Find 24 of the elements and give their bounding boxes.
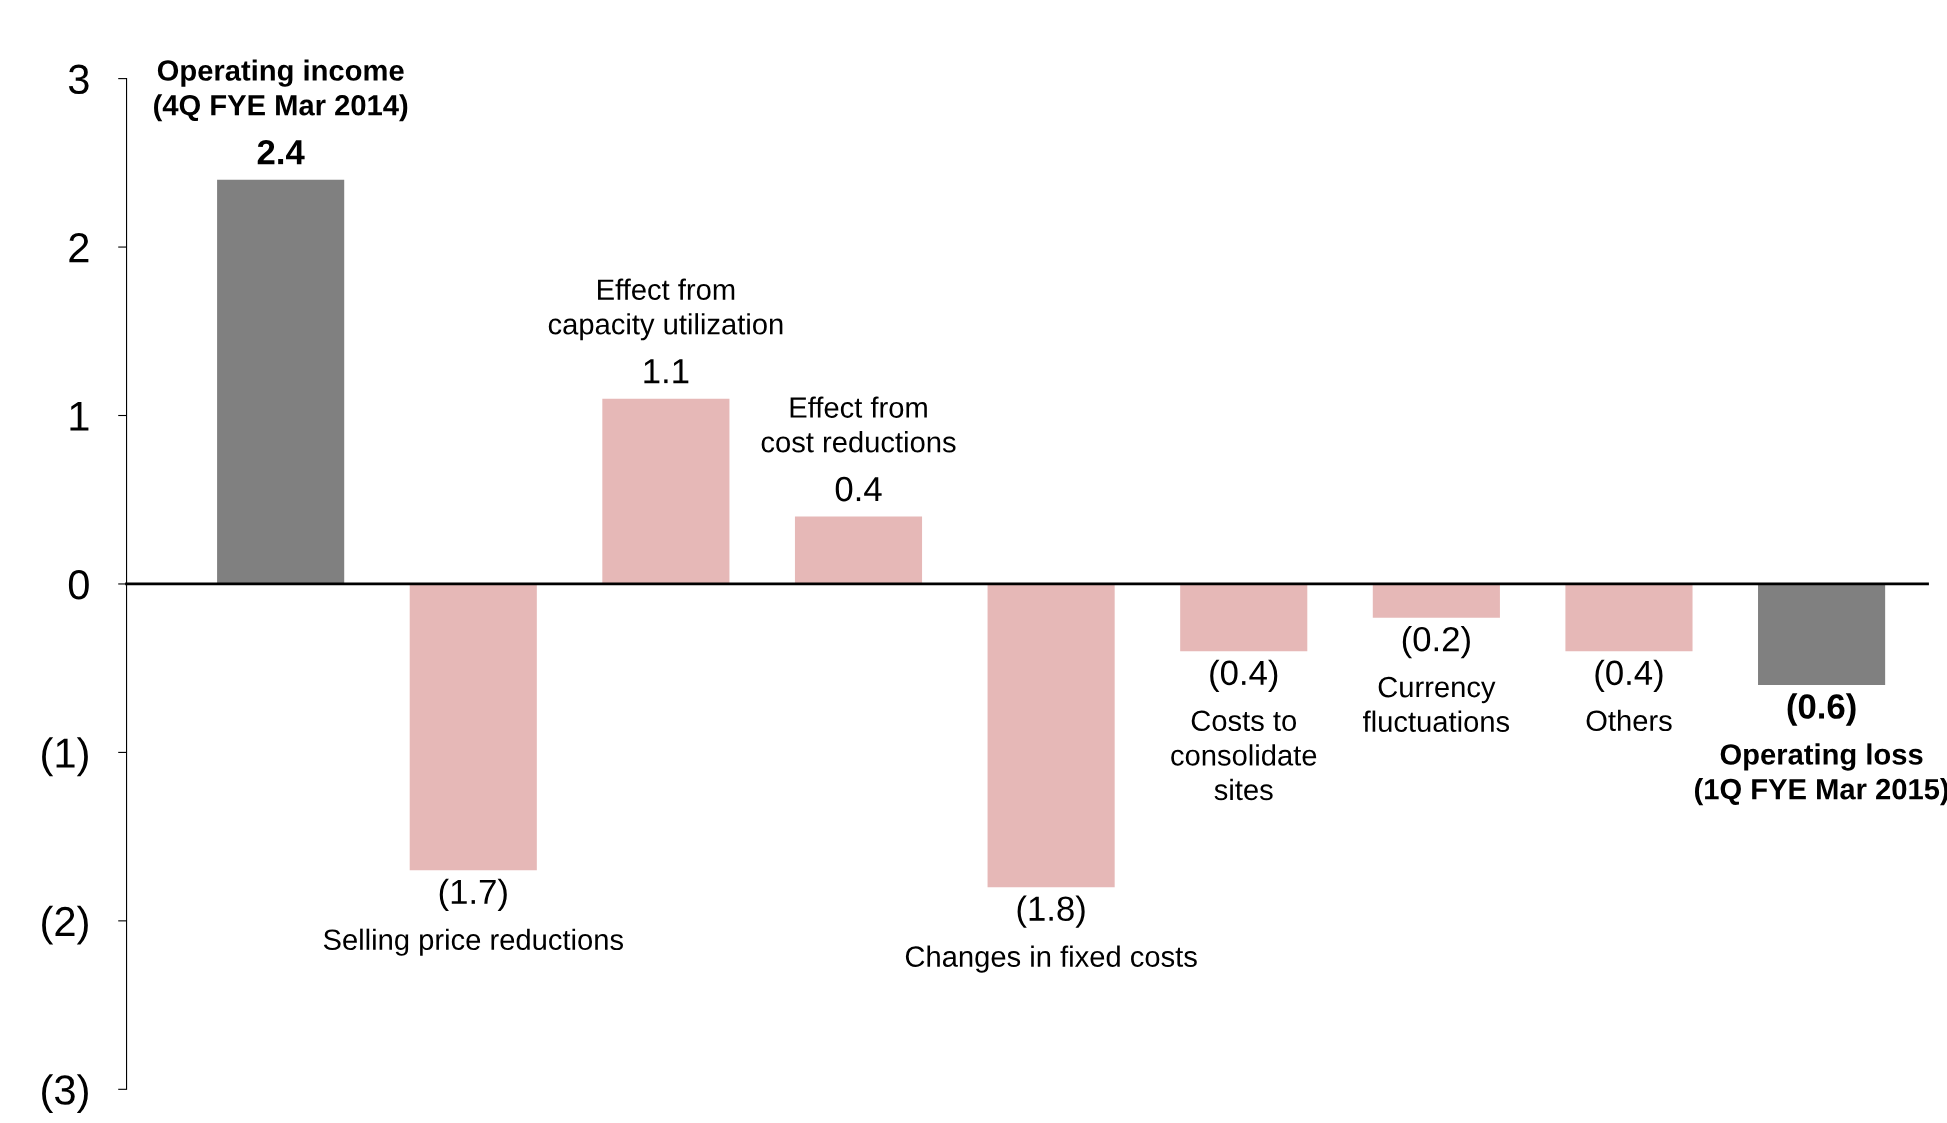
x-tick-label: Currency fluctuations xyxy=(1363,676,1510,732)
data-label: 1.1 xyxy=(644,359,689,384)
data-label: (0.2) xyxy=(1402,625,1470,659)
data-label: 0.4 xyxy=(835,476,882,502)
data-label: (1.7) xyxy=(439,878,507,912)
y-tick-label: 1 xyxy=(70,401,89,431)
y-tick-label: (1) xyxy=(42,737,88,777)
x-tick-label: Effect from cost reductions xyxy=(761,396,956,453)
data-label: (0.4) xyxy=(1210,659,1278,693)
data-label: 2.4 xyxy=(257,139,305,165)
x-tick-label: Changes in fixed costs xyxy=(905,945,1197,973)
y-tick-label: 3 xyxy=(68,64,89,95)
y-tick-label: (2) xyxy=(42,905,88,945)
y-tick-label: 0 xyxy=(68,569,89,600)
x-tick-label: Effect from capacity utilization xyxy=(548,278,783,341)
x-tick-label: Costs to consolidate sites xyxy=(1171,710,1317,801)
x-tick-label: Others xyxy=(1586,709,1672,732)
x-tick-label: Operating income (4Q FYE Mar 2014) xyxy=(154,59,408,122)
data-label: (0.6) xyxy=(1787,693,1856,726)
x-tick-label: Selling price reductions xyxy=(323,928,623,956)
y-tick-label: 2 xyxy=(69,233,89,263)
y-tick-label: (3) xyxy=(42,1074,88,1114)
data-label: (1.8) xyxy=(1017,895,1085,928)
data-label: (0.4) xyxy=(1595,659,1663,693)
